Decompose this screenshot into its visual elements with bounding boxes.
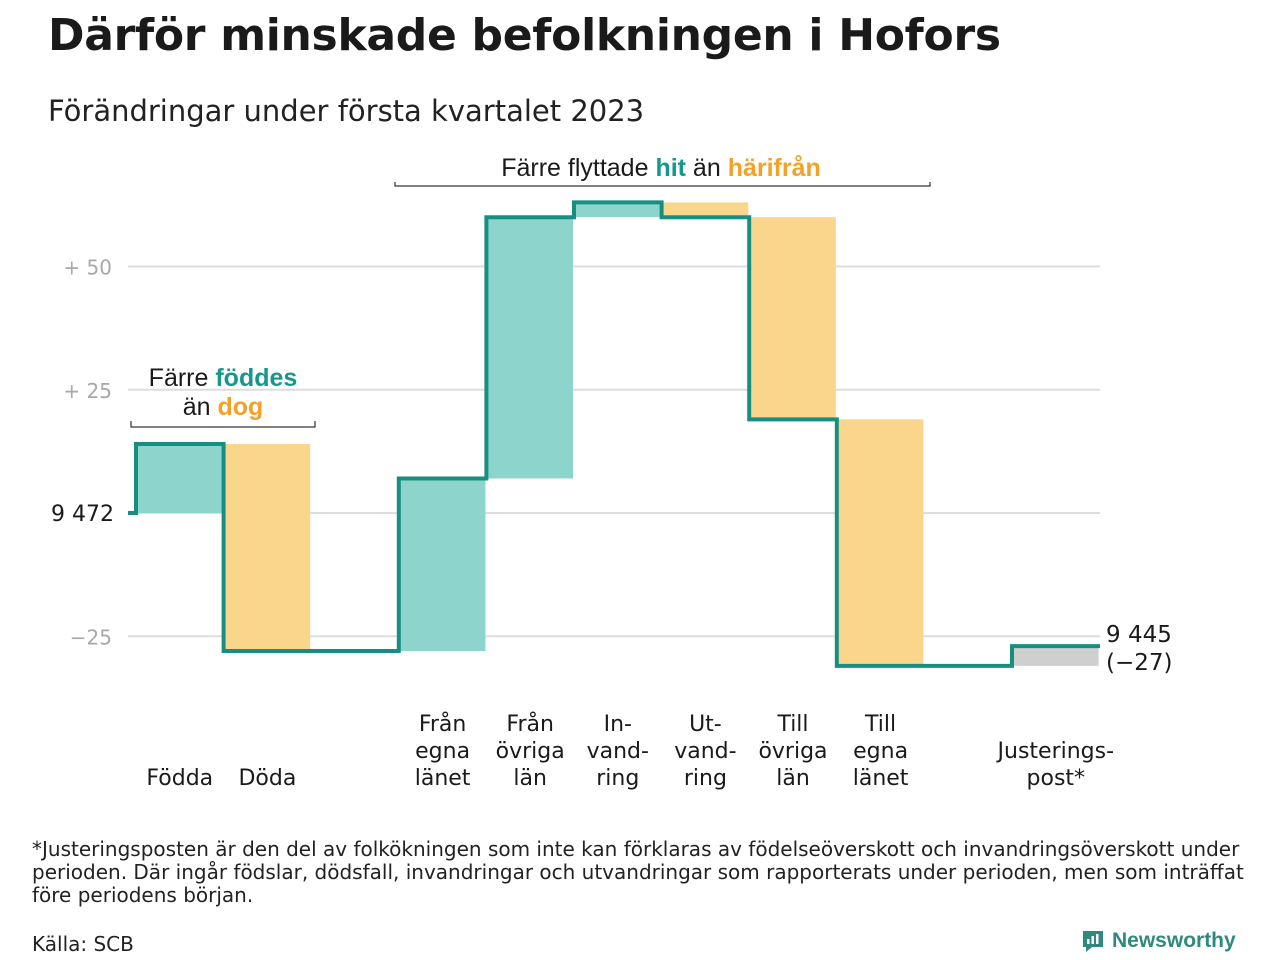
outflow-bar [662,202,749,218]
births-annotation-highlight: föddes [215,364,297,392]
category-label: vand- [587,739,649,764]
category-label: Ut- [689,712,722,737]
category-label: Från [506,711,554,737]
inflow-bar [399,478,486,652]
y-tick-label: + 25 [63,379,112,403]
births-bracket [130,421,316,428]
population-line [128,200,1100,668]
outflow-bar [750,217,836,420]
source-label: Källa: SCB [32,932,134,956]
category-label: In- [604,712,632,737]
category-label: övriga [758,739,827,764]
category-label: Justerings- [996,739,1115,764]
deaths-annotation-prefix: än [183,393,218,421]
labels-layer: Födda DödaFrånegnalänetFrånövrigalänIn-va… [146,622,1172,791]
outflow-bar [837,419,924,666]
migration-annotation-harifran: härifrån [728,154,821,182]
category-label: Till [776,712,808,737]
grid-layer: + 50 + 25 −25 9 472 [51,256,1100,649]
chart-title: Därför minskade befolkningen i Hofors [48,10,1001,61]
deaths-annotation-highlight: dog [217,393,263,421]
end-change-label: (−27) [1106,650,1172,676]
births-annotation-line1: Färre föddes [149,364,298,392]
category-label: länet [853,766,909,791]
inflow-bar [137,443,223,513]
migration-annotation-prefix: Färre flyttade [501,154,655,182]
line-layer [128,200,1100,668]
waterfall-chart: + 50+ 25−259 472 Födda DödaFrånegnalänetF… [51,154,1172,791]
migration-bracket [394,182,931,187]
category-label: egna [853,739,908,764]
births-annotation-line2: än dog [183,393,264,421]
category-label: län [776,766,810,791]
births-annotation-prefix: Färre [149,364,216,392]
newsworthy-logo-icon [1083,931,1103,952]
category-label: län [513,766,547,791]
footnote: *Justeringsposten är den del av folkökni… [32,837,1244,907]
y-tick-label: −25 [70,625,112,649]
migration-annotation: Färre flyttade hit än härifrån [501,154,821,182]
brand: Newsworthy [1080,928,1236,954]
chart-subtitle: Förändringar under första kvartalet 2023 [48,94,645,128]
category-label: ring [684,766,727,791]
category-label: post* [1027,766,1086,791]
end-value-label: 9 445 [1106,622,1172,648]
migration-annotation-middle: än [686,154,728,182]
category-label: egna [415,739,470,764]
bars-layer [137,202,1099,666]
category-label: Till [864,712,896,737]
migration-annotation-hit: hit [655,154,686,182]
start-value-label: 9 472 [51,502,114,527]
category-label: övriga [496,739,565,764]
outflow-bar [224,443,311,652]
category-label: ring [596,766,639,791]
inflow-bar [575,202,661,218]
adjustment-bar [1013,646,1099,666]
category-label: Från [419,711,467,737]
category-label: Döda [238,766,296,791]
category-label: vand- [674,739,736,764]
category-label: länet [415,766,471,791]
y-tick-label: + 50 [63,256,112,280]
inflow-bar [487,217,573,479]
category-label: Födda [146,766,213,791]
brand-name: Newsworthy [1112,929,1236,952]
